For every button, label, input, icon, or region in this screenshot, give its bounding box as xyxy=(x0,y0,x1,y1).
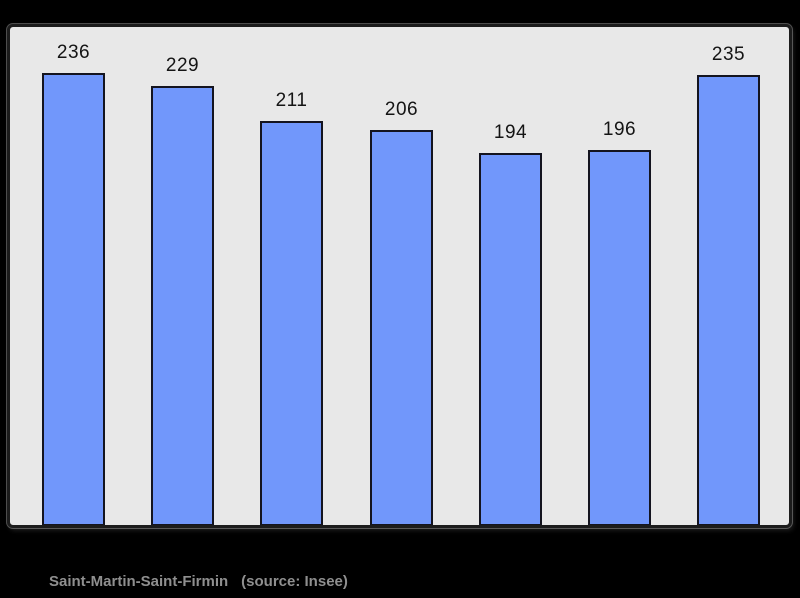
bar-value-label: 235 xyxy=(711,44,746,65)
bar xyxy=(370,130,433,525)
caption-commune-name: Saint-Martin-Saint-Firmin xyxy=(49,573,229,590)
bar xyxy=(151,86,214,525)
plot-area: 236 229 211 206 194 196 235 xyxy=(7,24,792,528)
bar xyxy=(697,75,760,525)
bar-group: 229 xyxy=(151,27,214,525)
bar-group: 196 xyxy=(588,27,651,525)
bar-group: 235 xyxy=(697,27,760,525)
bar-value-label: 229 xyxy=(165,55,200,76)
bar-value-label: 196 xyxy=(602,119,637,140)
bar xyxy=(260,121,323,525)
bar xyxy=(42,73,105,525)
bar-group: 194 xyxy=(479,27,542,525)
bar-value-label: 206 xyxy=(384,99,419,120)
bar-group: 211 xyxy=(260,27,323,525)
bar xyxy=(588,150,651,525)
bar-group: 236 xyxy=(42,27,105,525)
caption-source: (source: Insee) xyxy=(241,573,348,590)
bar-value-label: 211 xyxy=(275,90,308,111)
bar-group: 206 xyxy=(370,27,433,525)
chart-caption: Saint-Martin-Saint-Firmin (source: Insee… xyxy=(49,572,348,592)
bar-value-label: 236 xyxy=(56,42,91,63)
bar xyxy=(479,153,542,525)
bar-value-label: 194 xyxy=(493,122,528,143)
